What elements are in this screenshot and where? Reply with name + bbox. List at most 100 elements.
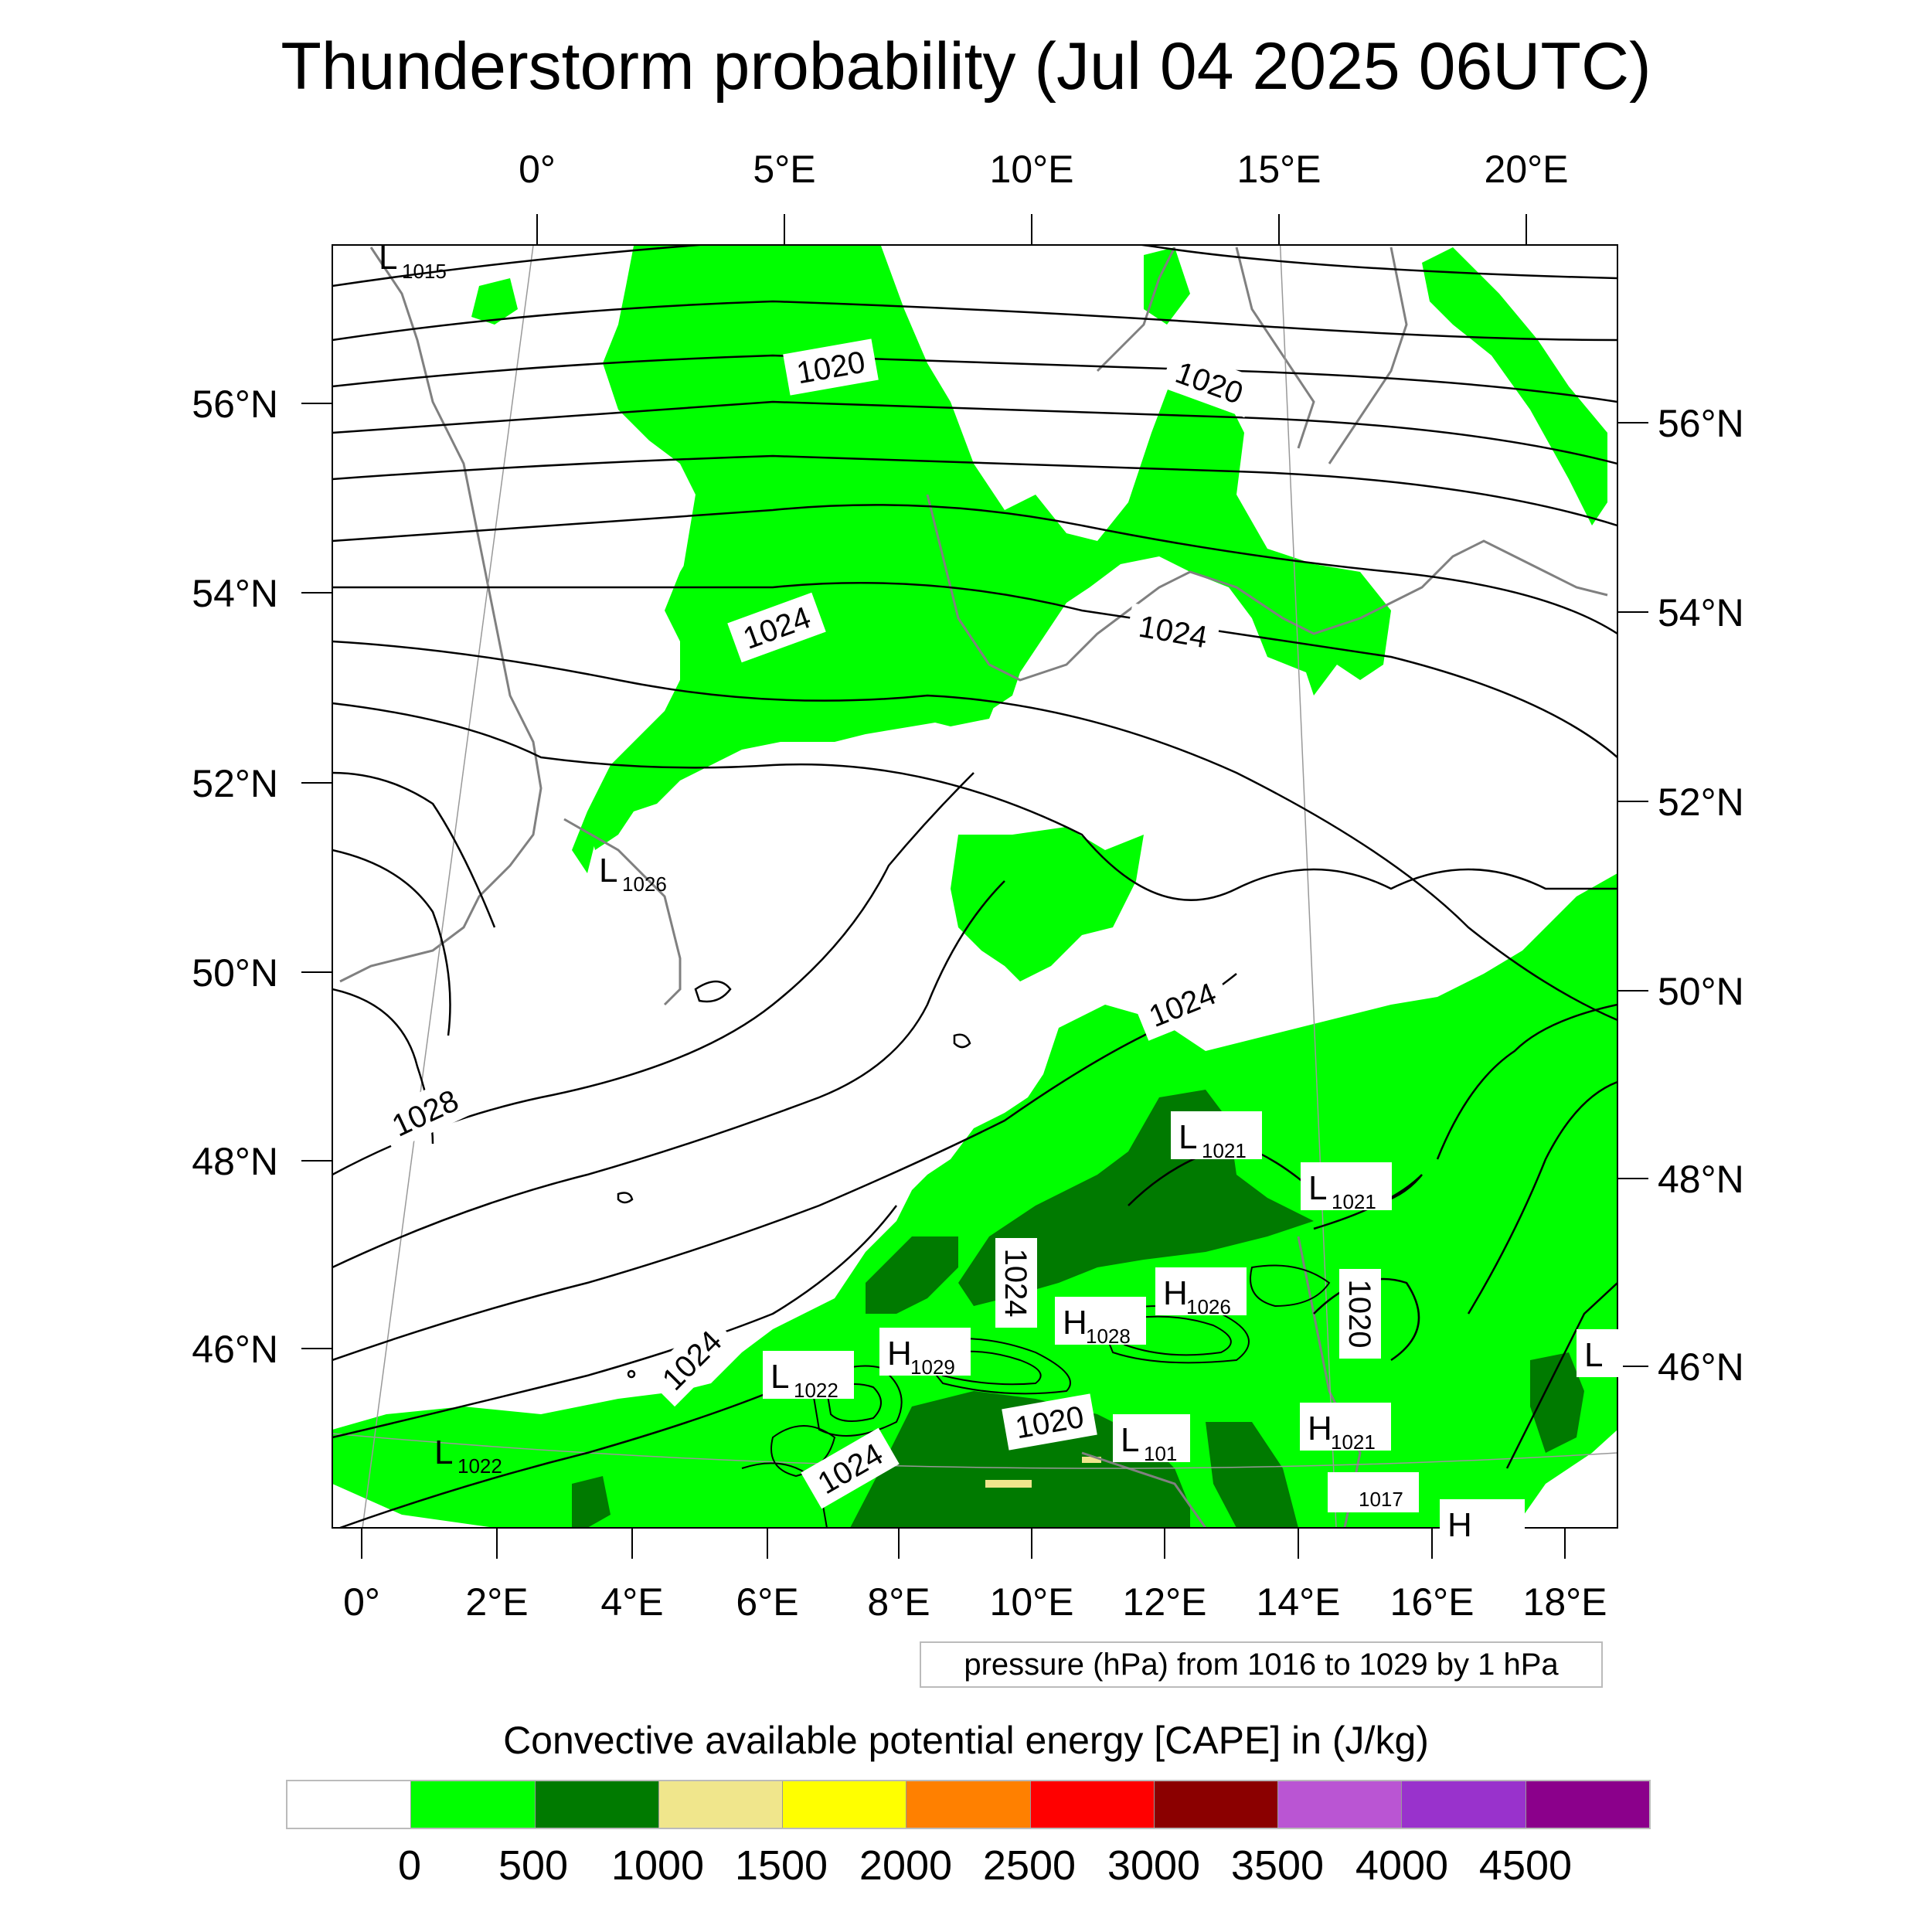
svg-text:1026: 1026 [622,872,667,896]
svg-text:L: L [1308,1169,1327,1207]
lon-label-top: 15°E [1237,148,1321,191]
graticule [332,245,1617,1528]
lon-label-bottom: 14°E [1257,1580,1341,1624]
colorbar-swatch [658,1781,784,1828]
pressure-center: L 1026 [599,852,667,896]
lon-label-bottom: 18°E [1523,1580,1607,1624]
lat-label-left: 54°N [192,572,278,615]
lat-label-right: 48°N [1658,1158,1744,1201]
svg-text:1021: 1021 [1331,1430,1376,1454]
small-closed-isobars [617,980,971,1379]
cape-0-500-region [332,246,1617,1528]
lon-label-bottom: 12°E [1123,1580,1207,1624]
colorbar-swatch [906,1781,1031,1828]
svg-text:H: H [1308,1410,1332,1447]
colorbar-title: Convective available potential energy [C… [503,1719,1429,1762]
colorbar-tick: 0 [397,1842,422,1889]
isobar-label: 1024 [998,1249,1032,1318]
colorbar-swatch [1154,1781,1279,1828]
pressure-center: L [1577,1329,1623,1377]
lon-label-bottom: 2°E [465,1580,528,1624]
svg-text:1021: 1021 [1332,1190,1376,1213]
lat-label-right: 52°N [1658,781,1744,824]
svg-text:1029: 1029 [910,1355,955,1379]
svg-text:1022: 1022 [457,1454,502,1478]
isobars [332,245,1617,1528]
lat-label-left: 56°N [192,383,278,426]
lon-label-bottom: 8°E [867,1580,930,1624]
lat-labels-right: 56°N 54°N 52°N 50°N 48°N 46°N [1658,402,1744,1389]
svg-text:1026: 1026 [1186,1295,1231,1318]
pressure-center: L 1022 [434,1434,502,1478]
colorbar-tick: 500 [498,1842,569,1889]
lat-label-left: 52°N [192,762,278,805]
colorbar-tick: 3500 [1230,1842,1325,1889]
svg-text:101: 101 [1144,1442,1177,1465]
map-title: Thunderstorm probability (Jul 04 2025 06… [281,29,1651,104]
colorbar-swatch [1402,1781,1526,1828]
svg-text:H: H [887,1335,912,1372]
lon-labels-bottom: 0° 2°E 4°E 6°E 8°E 10°E 12°E 14°E 16°E 1… [343,1580,1607,1624]
svg-text:H: H [1447,1506,1472,1544]
isobar-label: 1020 [1342,1280,1376,1349]
svg-text:1028: 1028 [1086,1325,1131,1348]
lon-label-bottom: 0° [343,1580,380,1624]
lon-label-top: 0° [519,148,556,191]
colorbar-tick: 2000 [859,1842,953,1889]
colorbar-tick: 4500 [1478,1842,1573,1889]
lat-label-right: 54°N [1658,591,1744,634]
map-frame [332,244,1618,1529]
pressure-center: L 1021 [1301,1162,1392,1213]
svg-text:L: L [770,1358,789,1396]
lon-label-top: 5°E [753,148,815,191]
cape-1000-1500-region [985,1457,1101,1488]
svg-text:L: L [1121,1421,1139,1459]
lat-label-right: 46°N [1658,1345,1744,1389]
lat-labels-left: 56°N 54°N 52°N 50°N 48°N 46°N [192,383,278,1371]
pressure-center: L 101 [1113,1414,1190,1465]
isobar-labels: 1020 1020 1024 1024 1024 1028 1024 1024 … [376,338,1381,1509]
lon-label-bottom: 4°E [600,1580,663,1624]
lon-label-bottom: 6°E [736,1580,798,1624]
pressure-center: L 1021 [1171,1111,1262,1162]
cape-colorbar [286,1780,1651,1829]
colorbar-swatch [1278,1781,1403,1828]
lat-label-right: 50°N [1658,970,1744,1013]
svg-text:1017: 1017 [1359,1488,1403,1511]
colorbar-swatch [535,1781,659,1828]
lon-label-top: 20°E [1485,148,1569,191]
pressure-center: L 1015 [379,239,447,283]
lon-label-bottom: 16°E [1390,1580,1475,1624]
colorbar-swatch [287,1781,412,1828]
lon-label-top: 10°E [990,148,1074,191]
colorbar-tick: 1500 [734,1842,828,1889]
colorbar-swatch [1526,1781,1649,1828]
svg-text:1022: 1022 [794,1379,838,1402]
svg-text:H: H [1063,1304,1087,1342]
lat-label-right: 56°N [1658,402,1744,445]
pressure-center: H [1440,1499,1525,1544]
svg-text:L: L [434,1434,453,1471]
svg-text:L: L [1179,1118,1197,1156]
lon-label-bottom: 10°E [990,1580,1074,1624]
svg-text:H: H [1163,1274,1188,1312]
svg-text:L: L [1584,1336,1603,1374]
lat-label-left: 46°N [192,1328,278,1371]
coastlines [339,247,1608,1528]
colorbar-swatch [1030,1781,1155,1828]
colorbar-swatch [783,1781,907,1828]
pressure-center: L 1022 [763,1351,854,1402]
colorbar-tick: 3000 [1107,1842,1201,1889]
pressure-center: 1017 [1328,1472,1419,1512]
lat-label-left: 48°N [192,1140,278,1183]
colorbar-tick: 4000 [1355,1842,1449,1889]
lon-labels-top: 0° 5°E 10°E 15°E 20°E [519,148,1568,191]
colorbar-tick: 2500 [982,1842,1077,1889]
lat-label-left: 50°N [192,951,278,995]
